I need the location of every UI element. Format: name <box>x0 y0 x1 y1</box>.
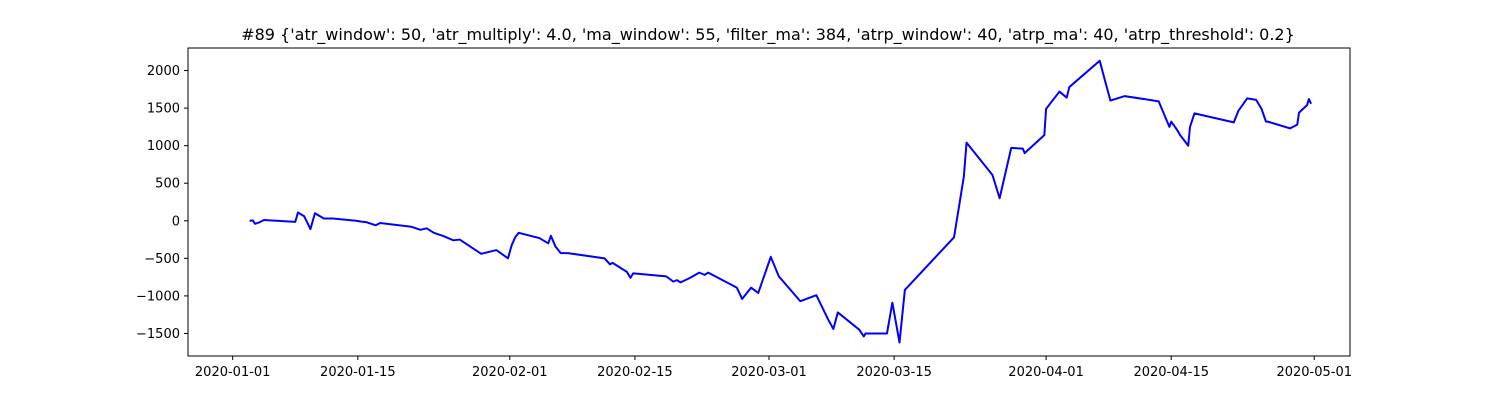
y-tick-label: 2000 <box>147 64 180 79</box>
y-tick-label: 1500 <box>147 102 180 117</box>
y-axis: −1500 −1000 −500 0 500 1000 1500 2000 <box>136 64 188 342</box>
x-tick-label: 2020-02-01 <box>472 365 548 380</box>
x-tick-label: 2020-02-15 <box>597 365 673 380</box>
x-tick-label: 2020-01-15 <box>320 365 396 380</box>
x-tick-label: 2020-05-01 <box>1276 365 1352 380</box>
x-tick-label: 2020-03-15 <box>856 365 932 380</box>
y-tick-label: 1000 <box>147 139 180 154</box>
x-tick-label: 2020-01-01 <box>195 365 271 380</box>
x-tick-label: 2020-04-01 <box>1008 365 1084 380</box>
series-layer <box>249 59 1313 344</box>
x-tick-label: 2020-04-15 <box>1133 365 1209 380</box>
y-tick-label: 0 <box>172 214 180 229</box>
series-line <box>249 59 1313 344</box>
y-tick-label: −1000 <box>136 289 180 304</box>
y-tick-label: −1500 <box>136 327 180 342</box>
y-tick-label: −500 <box>144 252 180 267</box>
y-tick-label: 500 <box>155 177 180 192</box>
x-axis: 2020-01-01 2020-01-15 2020-02-01 2020-02-15… <box>195 356 1352 380</box>
chart-title: #89 {'atr_window': 50, 'atr_multiply': 4… <box>241 25 1295 45</box>
x-tick-label: 2020-03-01 <box>731 365 807 380</box>
